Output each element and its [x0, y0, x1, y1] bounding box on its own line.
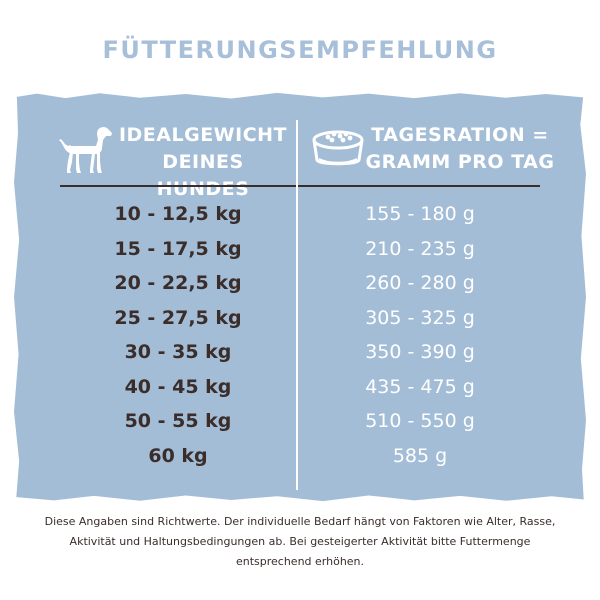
table-row: 10 - 12,5 kg 155 - 180 g	[0, 203, 600, 238]
table-row: 60 kg 585 g	[0, 445, 600, 480]
weight-cell: 20 - 22,5 kg	[114, 272, 242, 294]
weight-cell: 50 - 55 kg	[124, 410, 232, 432]
table-row: 40 - 45 kg 435 - 475 g	[0, 376, 600, 411]
table-row: 15 - 17,5 kg 210 - 235 g	[0, 238, 600, 273]
table-body: 10 - 12,5 kg 155 - 180 g 15 - 17,5 kg 21…	[0, 203, 600, 479]
grams-cell: 305 - 325 g	[365, 306, 475, 329]
footnote: Diese Angaben sind Richtwerte. Der indiv…	[44, 515, 556, 568]
weight-cell: 15 - 17,5 kg	[114, 237, 242, 260]
food-bowl-icon	[312, 130, 364, 166]
header-left-line1: IDEALGEWICHT	[118, 124, 288, 146]
header-divider	[60, 185, 540, 187]
header-daily-ration: TAGESRATION = GRAMM PRO TAG	[360, 122, 560, 176]
table-row: 25 - 27,5 kg 305 - 325 g	[0, 307, 600, 342]
table-row: 20 - 22,5 kg 260 - 280 g	[0, 272, 600, 307]
column-divider	[296, 120, 298, 490]
weight-cell: 25 - 27,5 kg	[114, 306, 242, 329]
dog-icon	[59, 126, 112, 173]
weight-cell: 30 - 35 kg	[124, 341, 232, 363]
weight-cell: 60 kg	[148, 444, 208, 467]
feeding-table-panel	[14, 92, 586, 502]
grams-cell: 210 - 235 g	[365, 237, 475, 260]
grams-cell: 585 g	[392, 444, 448, 467]
weight-cell: 40 - 45 kg	[124, 375, 232, 398]
page-title: FÜTTERUNGSEMPFEHLUNG	[102, 36, 498, 64]
grams-cell: 350 - 390 g	[365, 341, 475, 363]
grams-cell: 435 - 475 g	[365, 375, 475, 398]
header-right-line2: GRAMM PRO TAG	[365, 151, 555, 173]
weight-cell: 10 - 12,5 kg	[114, 203, 242, 225]
table-row: 50 - 55 kg 510 - 550 g	[0, 410, 600, 445]
grams-cell: 260 - 280 g	[365, 272, 475, 294]
table-row: 30 - 35 kg 350 - 390 g	[0, 341, 600, 376]
header-left-line2: DEINES HUNDES	[156, 151, 250, 200]
header-ideal-weight: IDEALGEWICHT DEINES HUNDES	[118, 122, 288, 203]
grams-cell: 510 - 550 g	[365, 410, 475, 432]
header-right-line1: TAGESRATION =	[371, 124, 549, 146]
grams-cell: 155 - 180 g	[365, 203, 475, 225]
